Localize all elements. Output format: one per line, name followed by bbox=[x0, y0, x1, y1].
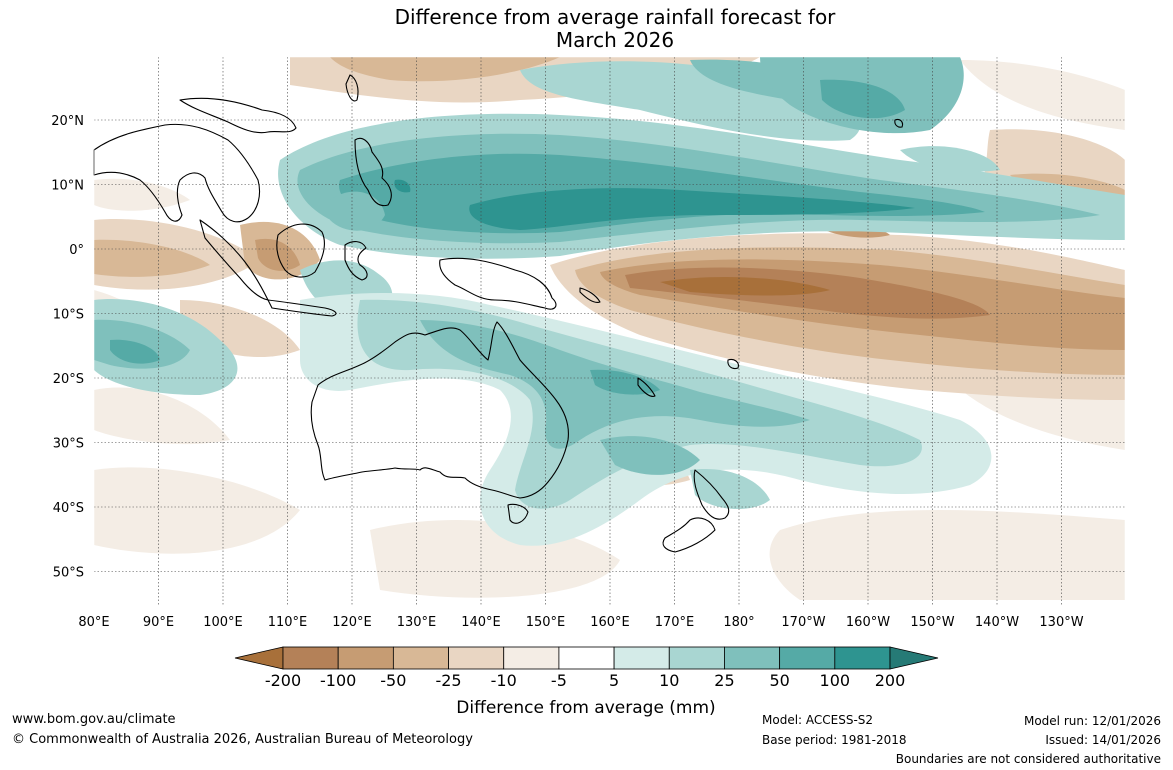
y-tick-label: 40°S bbox=[53, 501, 84, 516]
colorbar-low-extension bbox=[234, 646, 284, 670]
y-tick-label: 20°N bbox=[51, 114, 84, 129]
colorbar-cell bbox=[613, 646, 670, 670]
boundaries-disclaimer: Boundaries are not considered authoritat… bbox=[895, 752, 1161, 766]
map-title-line1: Difference from average rainfall forecas… bbox=[394, 5, 836, 29]
colorbar-label: 100 bbox=[820, 671, 851, 690]
colorbar-label: -50 bbox=[380, 671, 406, 690]
colorbar bbox=[234, 646, 939, 670]
map-title-line2: March 2026 bbox=[555, 28, 675, 52]
x-tick-label: 170°E bbox=[655, 615, 695, 630]
y-axis-tick-labels: 20°N 10°N 0° 10°S 20°S 30°S 40°S 50°S bbox=[51, 114, 84, 581]
colorbar-label: 5 bbox=[609, 671, 619, 690]
colorbar-label: 10 bbox=[659, 671, 679, 690]
x-tick-label: 80°E bbox=[78, 615, 109, 630]
x-tick-label: 120°E bbox=[332, 615, 372, 630]
x-tick-label: 90°E bbox=[143, 615, 174, 630]
colorbar-cell bbox=[448, 646, 505, 670]
colorbar-cell bbox=[337, 646, 394, 670]
x-tick-label: 130°E bbox=[397, 615, 437, 630]
colorbar-high-extension bbox=[889, 646, 939, 670]
x-tick-label: 150°W bbox=[910, 615, 954, 630]
x-tick-label: 140°E bbox=[461, 615, 501, 630]
colorbar-label: -10 bbox=[491, 671, 517, 690]
colorbar-title: Difference from average (mm) bbox=[456, 698, 715, 718]
y-tick-label: 0° bbox=[69, 243, 84, 258]
colorbar-label: 25 bbox=[714, 671, 734, 690]
colorbar-cell bbox=[834, 646, 891, 670]
x-tick-label: 110°E bbox=[268, 615, 308, 630]
colorbar-label: -100 bbox=[320, 671, 356, 690]
colorbar-cell bbox=[392, 646, 449, 670]
model-name: Model: ACCESS-S2 bbox=[762, 713, 874, 727]
colorbar-label: 50 bbox=[769, 671, 789, 690]
colorbar-labels: -200 -100 -50 -25 -10 -5 5 10 25 50 100 200 bbox=[265, 671, 905, 690]
y-tick-label: 20°S bbox=[53, 372, 84, 387]
website-link[interactable]: www.bom.gov.au/climate bbox=[12, 712, 176, 727]
colorbar-label: -200 bbox=[265, 671, 301, 690]
colorbar-label: -5 bbox=[551, 671, 567, 690]
colorbar-cell bbox=[282, 646, 339, 670]
y-tick-label: 50°S bbox=[53, 566, 84, 581]
x-tick-label: 140°W bbox=[975, 615, 1019, 630]
y-tick-label: 30°S bbox=[53, 437, 84, 452]
x-tick-label: 180° bbox=[723, 615, 754, 630]
x-tick-label: 100°E bbox=[203, 615, 243, 630]
coastlines bbox=[93, 74, 904, 553]
rainfall-anomaly-field bbox=[94, 57, 1125, 605]
x-axis-tick-labels: 80°E 90°E 100°E 110°E 120°E 130°E 140°E 150°E 16… bbox=[78, 615, 1083, 630]
colorbar-cell bbox=[503, 646, 560, 670]
y-tick-label: 10°N bbox=[51, 179, 84, 194]
colorbar-cell bbox=[724, 646, 781, 670]
colorbar-label: 200 bbox=[875, 671, 906, 690]
x-tick-label: 130°W bbox=[1039, 615, 1083, 630]
colorbar-cell bbox=[779, 646, 836, 670]
x-tick-label: 160°W bbox=[846, 615, 890, 630]
y-tick-label: 10°S bbox=[53, 308, 84, 323]
x-tick-label: 160°E bbox=[590, 615, 630, 630]
x-tick-label: 150°E bbox=[526, 615, 566, 630]
copyright-text: © Commonwealth of Australia 2026, Austra… bbox=[12, 732, 473, 747]
colorbar-label: -25 bbox=[435, 671, 461, 690]
model-run-date: Model run: 12/01/2026 bbox=[1023, 714, 1161, 728]
issued-date: Issued: 14/01/2026 bbox=[1045, 733, 1161, 747]
map-gridlines bbox=[94, 57, 1125, 605]
colorbar-cell bbox=[668, 646, 725, 670]
x-tick-label: 170°W bbox=[781, 615, 825, 630]
base-period: Base period: 1981-2018 bbox=[762, 733, 907, 747]
colorbar-cell bbox=[558, 646, 615, 670]
